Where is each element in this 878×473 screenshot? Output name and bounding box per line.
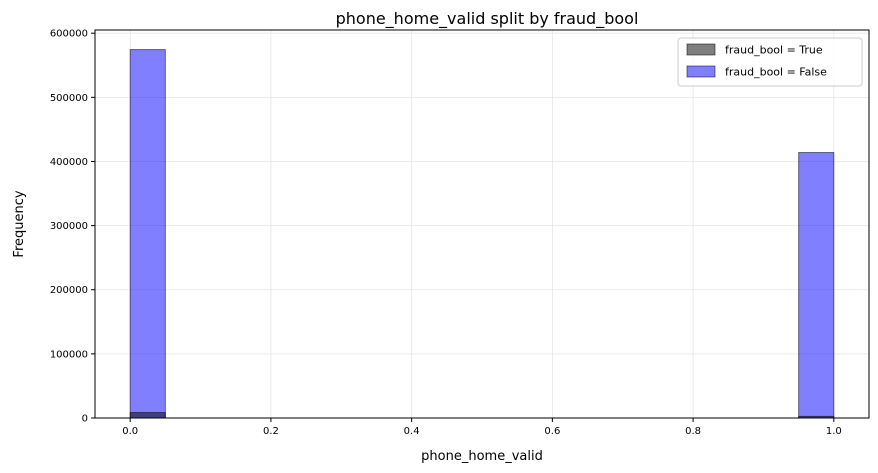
plot-frame [94,29,870,419]
y-tick-label: 200000 [50,285,88,296]
y-tick-label: 400000 [50,157,88,168]
x-tick-label: 0.0 [122,426,138,437]
legend-label-true: fraud_bool = True [725,44,823,57]
x-tick-label: 0.2 [263,426,279,437]
y-tick-label: 300000 [50,221,88,232]
bar-false-1 [798,151,835,419]
legend-swatch-true [686,43,716,56]
x-axis-title: phone_home_valid [421,449,543,464]
bar-true-0 [129,412,166,419]
y-axis-ticks: 0 100000 200000 300000 400000 500000 600000 [50,29,95,425]
bar-false-0 [129,49,166,419]
legend-swatch-false [686,65,716,78]
chart-title: phone_home_valid split by fraud_bool [336,9,639,29]
y-axis-title: Frequency [12,190,27,257]
grid-lines [95,30,869,419]
histogram-bars [129,49,835,419]
legend-box [677,37,863,87]
legend-label-false: fraud_bool = False [725,66,827,79]
y-tick-label: 500000 [50,93,88,104]
legend: fraud_bool = True fraud_bool = False [677,37,863,87]
y-tick-label: 0 [82,414,88,425]
x-tick-label: 0.6 [544,426,560,437]
x-tick-label: 0.4 [404,426,420,437]
x-axis-ticks: 0.0 0.2 0.4 0.6 0.8 1.0 [122,418,842,437]
x-tick-label: 1.0 [826,426,842,437]
y-tick-label: 100000 [50,349,88,360]
y-tick-label: 600000 [50,29,88,40]
x-tick-label: 0.8 [685,426,701,437]
